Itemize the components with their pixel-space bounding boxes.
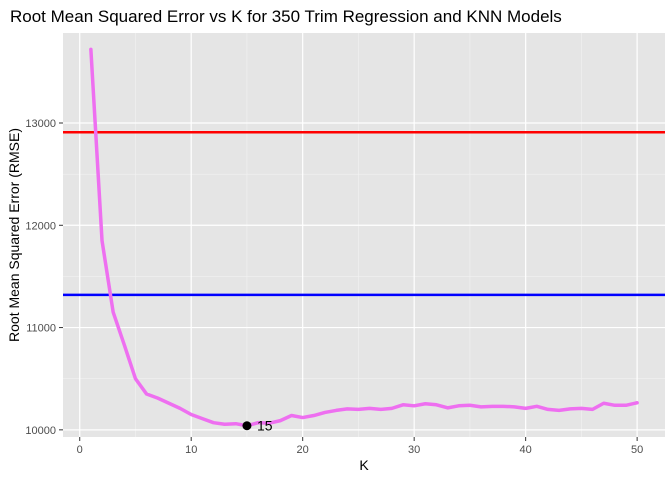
y-axis-label: Root Mean Squared Error (RMSE) [6,128,22,342]
x-tick-label: 10 [185,444,197,456]
x-tick-label: 20 [297,444,309,456]
series-layer [89,47,639,428]
y-tick-label: 10000 [25,425,56,437]
x-axis-ticks: 0 10 20 30 40 50 [77,437,643,456]
min-k-label: 15 [257,418,273,434]
x-axis-label: K [359,457,369,473]
x-tick-label: 0 [77,444,83,456]
y-tick-label: 13000 [25,118,56,130]
highlight-layer: 15 [242,418,273,434]
grid-lines [63,33,665,437]
knn-rmse-line [89,47,639,428]
y-tick-label: 12000 [25,220,56,232]
plot-panel [63,33,665,437]
y-tick-label: 11000 [26,323,56,335]
x-tick-label: 30 [408,444,420,456]
min-rmse-point [242,421,252,431]
chart-title: Root Mean Squared Error vs K for 350 Tri… [10,7,562,26]
y-axis-ticks: 10000 11000 12000 13000 [25,118,63,437]
x-tick-label: 40 [520,444,532,456]
x-tick-label: 50 [631,444,643,456]
reference-lines [63,130,665,297]
